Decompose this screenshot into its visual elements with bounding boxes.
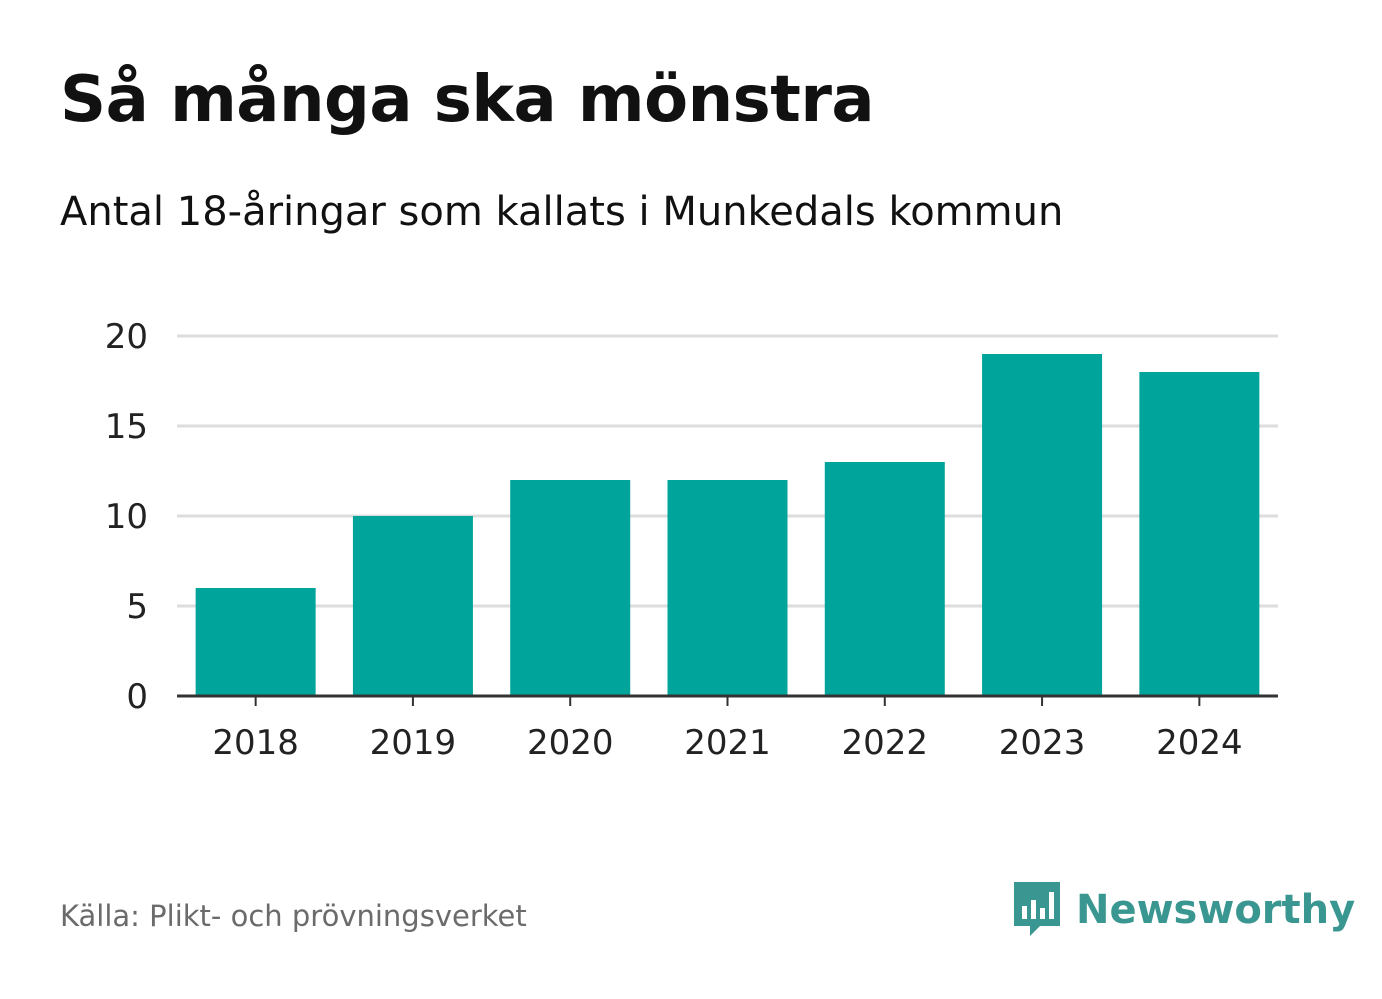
source-note: Källa: Plikt- och prövningsverket [60, 899, 527, 933]
y-tick-label: 10 [105, 497, 148, 537]
x-tick-label: 2019 [370, 723, 457, 763]
x-tick-label: 2024 [1156, 723, 1243, 763]
newsworthy-logo-icon [1014, 882, 1060, 936]
bars [195, 354, 1260, 696]
x-tick-label: 2021 [684, 723, 771, 763]
chart-subtitle: Antal 18-åringar som kallats i Munkedals… [60, 189, 1064, 235]
bar-2019 [352, 516, 473, 696]
bar-2021 [667, 480, 788, 696]
y-tick-label: 0 [126, 677, 148, 717]
y-tick-label: 20 [105, 317, 148, 357]
chart-title: Så många ska mönstra [60, 63, 875, 137]
x-tick-label: 2018 [212, 723, 299, 763]
bar-2022 [824, 462, 945, 696]
bar-2024 [1139, 372, 1260, 696]
bar-2018 [195, 588, 316, 696]
x-tick-label: 2023 [999, 723, 1086, 763]
x-tick-label: 2020 [527, 723, 614, 763]
brand-name: Newsworthy [1076, 887, 1356, 933]
x-tick-label: 2022 [842, 723, 929, 763]
bar-2020 [510, 480, 631, 696]
bar-2023 [982, 354, 1103, 696]
y-tick-label: 5 [126, 587, 148, 627]
y-tick-label: 15 [105, 407, 148, 447]
axes: 0 5 10 15 20 2018 2019 2020 2021 2022 2023 2024 [105, 317, 1278, 763]
brand-logo: Newsworthy [1012, 880, 1355, 940]
